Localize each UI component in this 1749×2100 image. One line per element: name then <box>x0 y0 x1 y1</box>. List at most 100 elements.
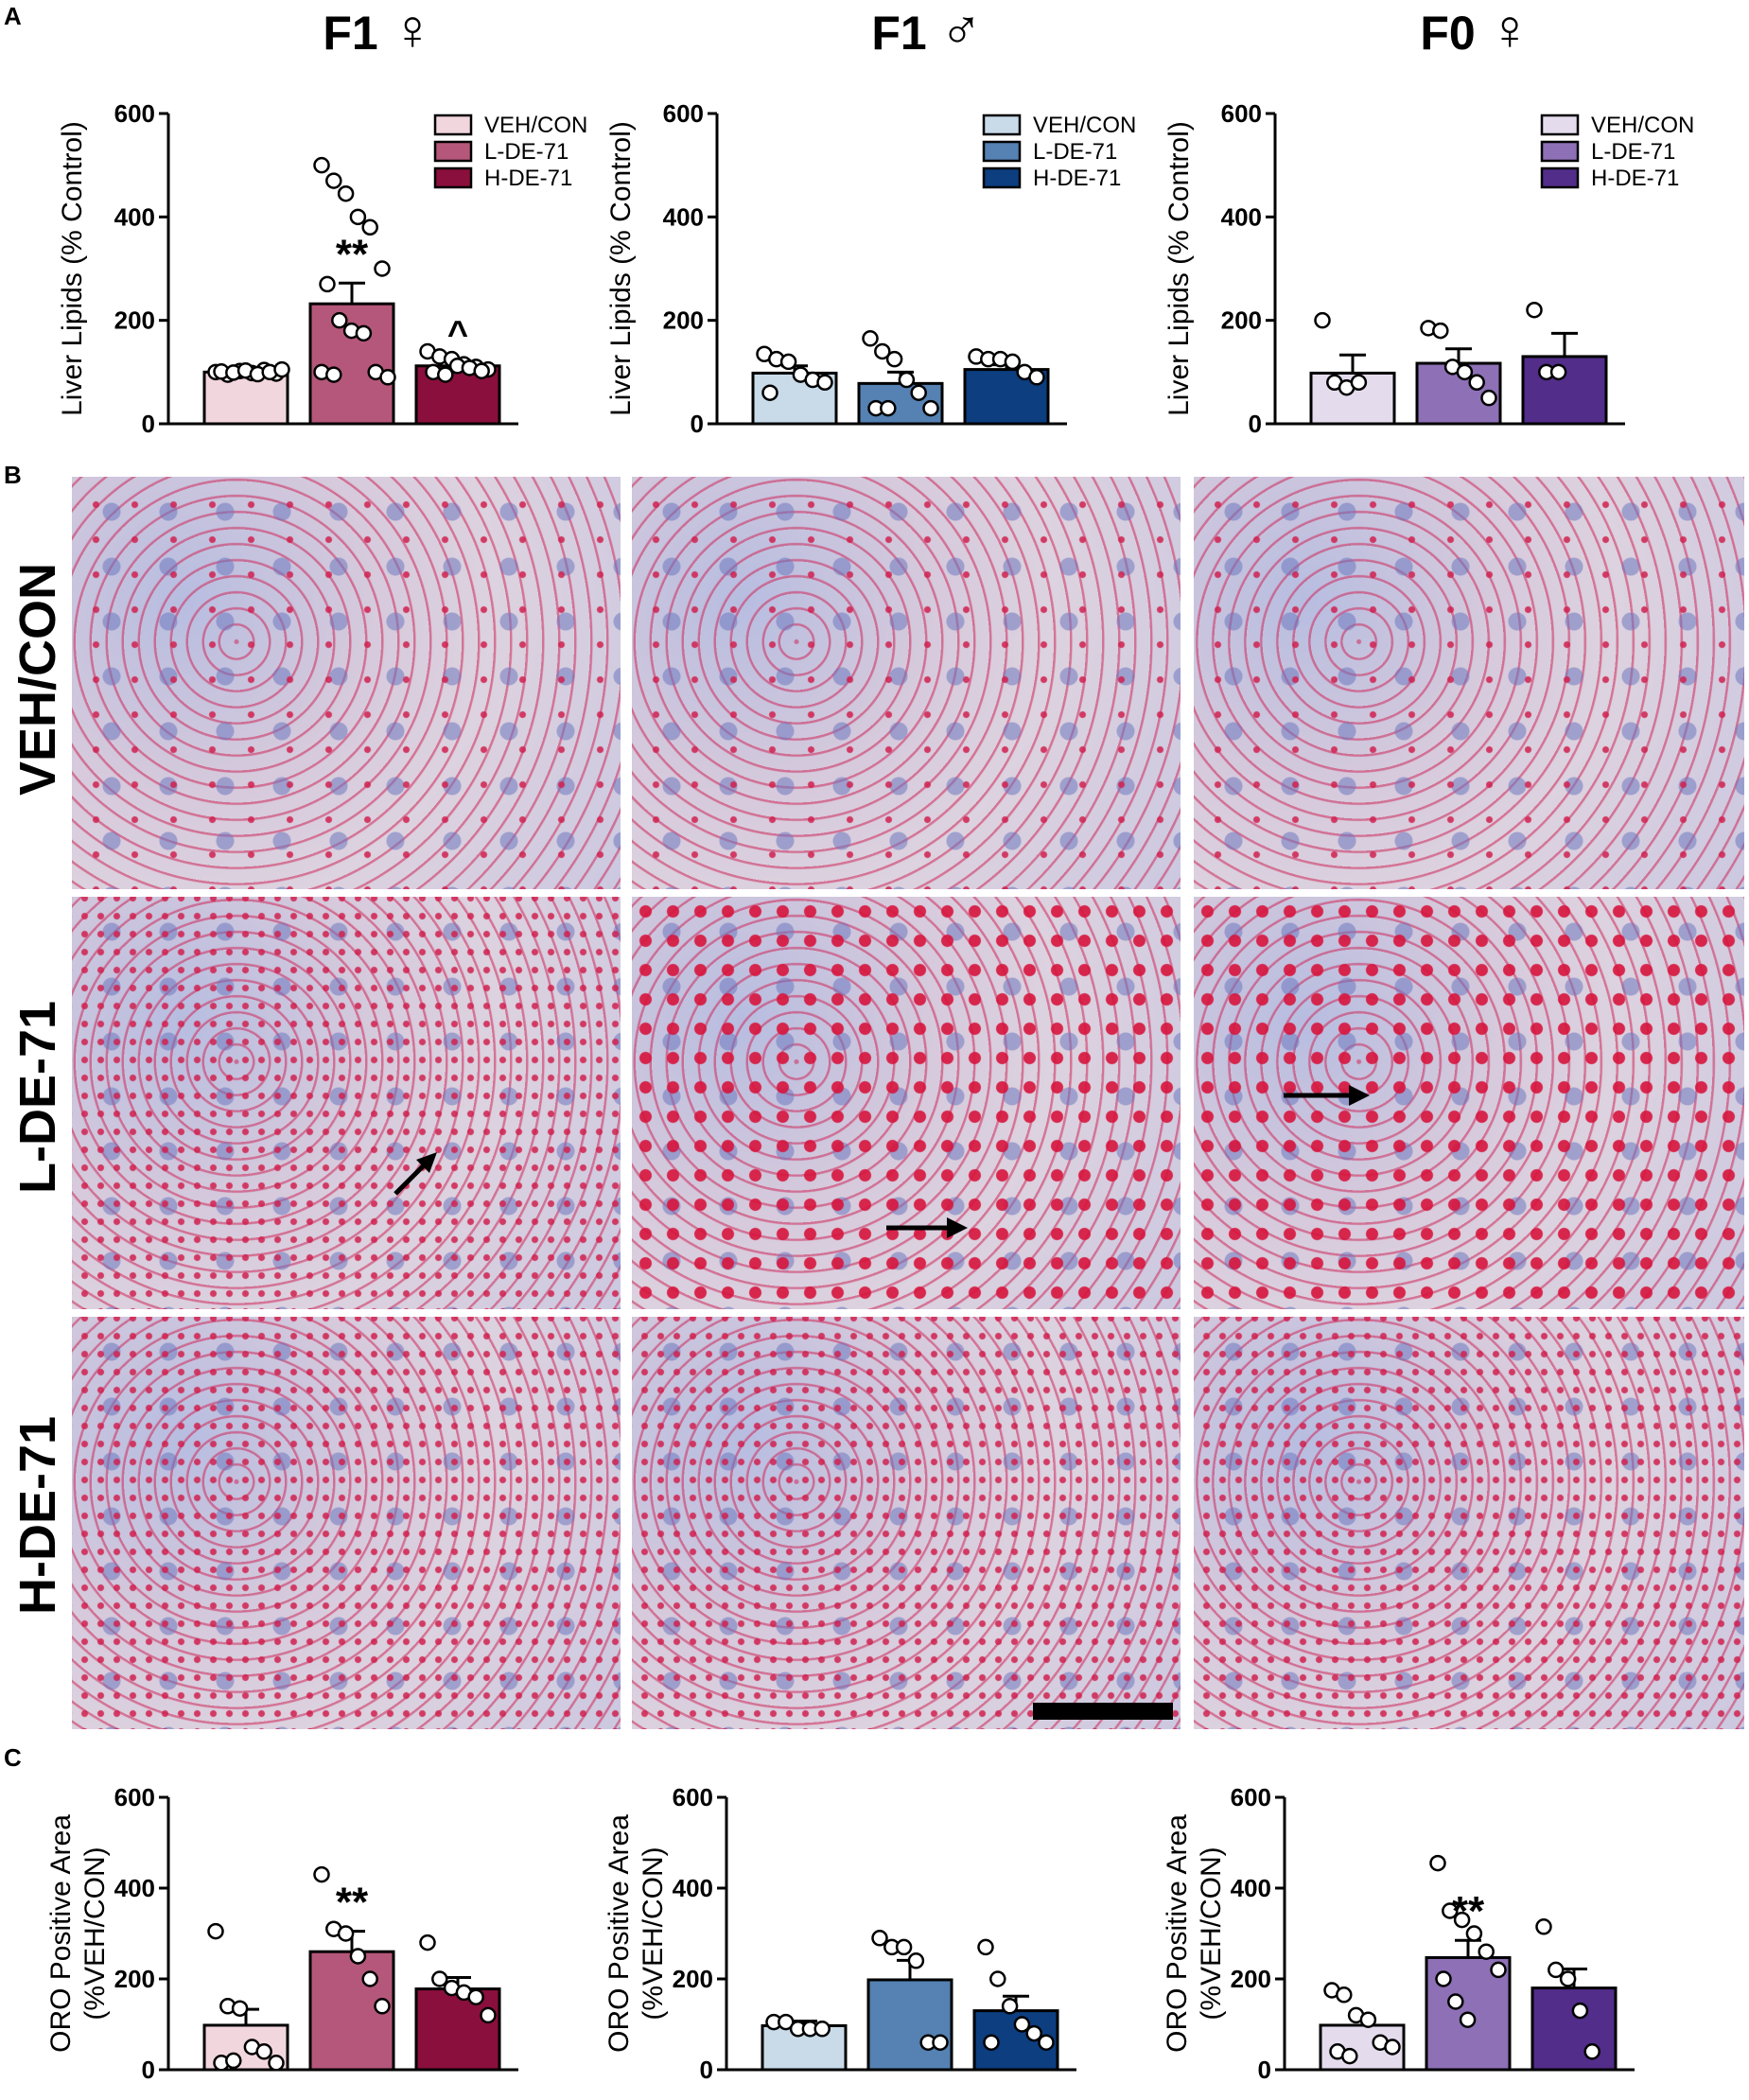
y-tick-label: 0 <box>142 410 155 438</box>
significance-marker: ^ <box>447 314 468 354</box>
panel-label-b: B <box>4 461 22 489</box>
y-tick-label: 400 <box>663 202 704 231</box>
legend-swatch <box>433 166 473 189</box>
female-symbol-icon: ♀ <box>1488 0 1531 61</box>
y-axis-label: Liver Lipids (% Control) <box>1163 121 1195 416</box>
y-axis-label: (%VEH/CON) <box>79 1846 111 2020</box>
data-point <box>1359 2011 1377 2028</box>
micrograph-veh-con-f0-female <box>1194 477 1744 889</box>
row-label-l-de-71: L-DE-71 <box>9 1000 66 1195</box>
data-point <box>862 330 879 347</box>
legend-label: VEH/CON <box>1591 113 1694 138</box>
panel-label-a: A <box>4 2 22 30</box>
y-axis-label: (%VEH/CON) <box>638 1846 669 2020</box>
data-point <box>1480 389 1497 407</box>
y-tick-label: 400 <box>673 1874 713 1902</box>
data-point <box>361 219 378 236</box>
data-point <box>779 353 797 371</box>
data-point <box>337 1925 355 1942</box>
lipid-droplet-texture <box>1194 1317 1744 1729</box>
micrograph-h-de-71-f0-female <box>1194 1317 1744 1729</box>
data-point <box>419 1934 436 1951</box>
y-tick-label: 200 <box>1221 306 1262 335</box>
lipid-droplet-texture <box>1194 897 1744 1309</box>
lipid-droplet-texture <box>72 477 621 889</box>
row-label-veh-con: VEH/CON <box>9 562 66 796</box>
data-point <box>907 1952 925 1969</box>
data-point <box>207 1922 224 1940</box>
data-point <box>1478 1943 1495 1960</box>
data-point <box>361 1970 378 1987</box>
data-point <box>1432 322 1449 340</box>
y-tick-label: 0 <box>691 410 704 438</box>
data-point <box>225 2052 242 2070</box>
micrograph-l-de-71-f1-female <box>72 897 621 1309</box>
y-tick-label: 600 <box>1231 1783 1271 1811</box>
data-point <box>983 2034 1000 2051</box>
data-point <box>1490 1961 1507 1979</box>
data-point <box>1583 2043 1600 2060</box>
panel-label-c: C <box>4 1743 22 1772</box>
data-point <box>273 360 290 378</box>
legend-swatch <box>1540 166 1580 189</box>
y-tick-label: 0 <box>1249 410 1262 438</box>
lipid-droplet-texture <box>632 477 1181 889</box>
data-point <box>325 366 342 383</box>
data-point <box>1526 301 1543 319</box>
y-tick-label: 200 <box>663 306 704 335</box>
column-title-f0-female: F0 ♀ <box>1334 0 1618 61</box>
data-point <box>313 156 330 174</box>
legend-swatch <box>982 140 1022 163</box>
data-point <box>1025 2024 1042 2042</box>
data-point <box>874 342 891 360</box>
data-point <box>1559 1970 1577 1987</box>
data-point <box>473 362 490 379</box>
data-point <box>1038 2034 1055 2051</box>
y-tick-label: 0 <box>1258 2056 1271 2084</box>
data-point <box>910 384 927 401</box>
data-point <box>349 1948 367 1965</box>
y-tick-label: 200 <box>1231 1965 1271 1993</box>
chart-a-f0-female: 0 200 400 600 Liver Lipids (% Control) VEH/CO… <box>1163 99 1694 438</box>
bar <box>963 368 1050 426</box>
legend-swatch <box>433 114 473 136</box>
y-tick-label: 400 <box>114 1874 155 1902</box>
legend-swatch <box>433 140 473 163</box>
data-point <box>761 384 778 401</box>
data-point <box>1336 1986 1353 2004</box>
data-point <box>1442 1902 1459 1919</box>
legend-label: H-DE-71 <box>484 166 572 191</box>
data-point <box>1571 2002 1589 2020</box>
data-point <box>1456 363 1474 381</box>
data-point <box>374 1998 391 2015</box>
legend-swatch <box>1540 114 1580 136</box>
y-tick-label: 200 <box>114 1965 155 1993</box>
data-point <box>778 2013 795 2031</box>
y-axis-label: Liver Lipids (% Control) <box>57 121 88 416</box>
data-point <box>437 366 454 383</box>
data-point <box>932 2034 949 2051</box>
bar <box>414 1987 501 2072</box>
y-tick-label: 200 <box>114 306 155 335</box>
y-axis-label: ORO Positive Area <box>45 1814 77 2053</box>
data-point <box>349 208 367 226</box>
significance-marker: ** <box>336 1880 369 1926</box>
legend-label: VEH/CON <box>484 113 587 138</box>
data-point <box>431 1970 448 1987</box>
legend-label: H-DE-71 <box>1033 166 1121 191</box>
y-axis-label: (%VEH/CON) <box>1196 1846 1227 2020</box>
data-point <box>1447 1993 1464 2010</box>
data-point <box>1468 374 1485 392</box>
legend-label: H-DE-71 <box>1591 166 1679 191</box>
data-point <box>922 399 939 417</box>
data-point <box>325 172 342 189</box>
y-axis-label: ORO Positive Area <box>603 1814 635 2053</box>
y-axis-label: ORO Positive Area <box>1162 1814 1193 2053</box>
scale-bar <box>1033 1703 1173 1720</box>
data-point <box>319 275 336 293</box>
data-point <box>231 2000 249 2017</box>
y-tick-label: 600 <box>114 1783 155 1811</box>
significance-marker: ** <box>336 231 369 277</box>
female-symbol-icon: ♀ <box>391 0 434 61</box>
arrow-icon-l-de-71-f0-female <box>1284 1085 1370 1106</box>
